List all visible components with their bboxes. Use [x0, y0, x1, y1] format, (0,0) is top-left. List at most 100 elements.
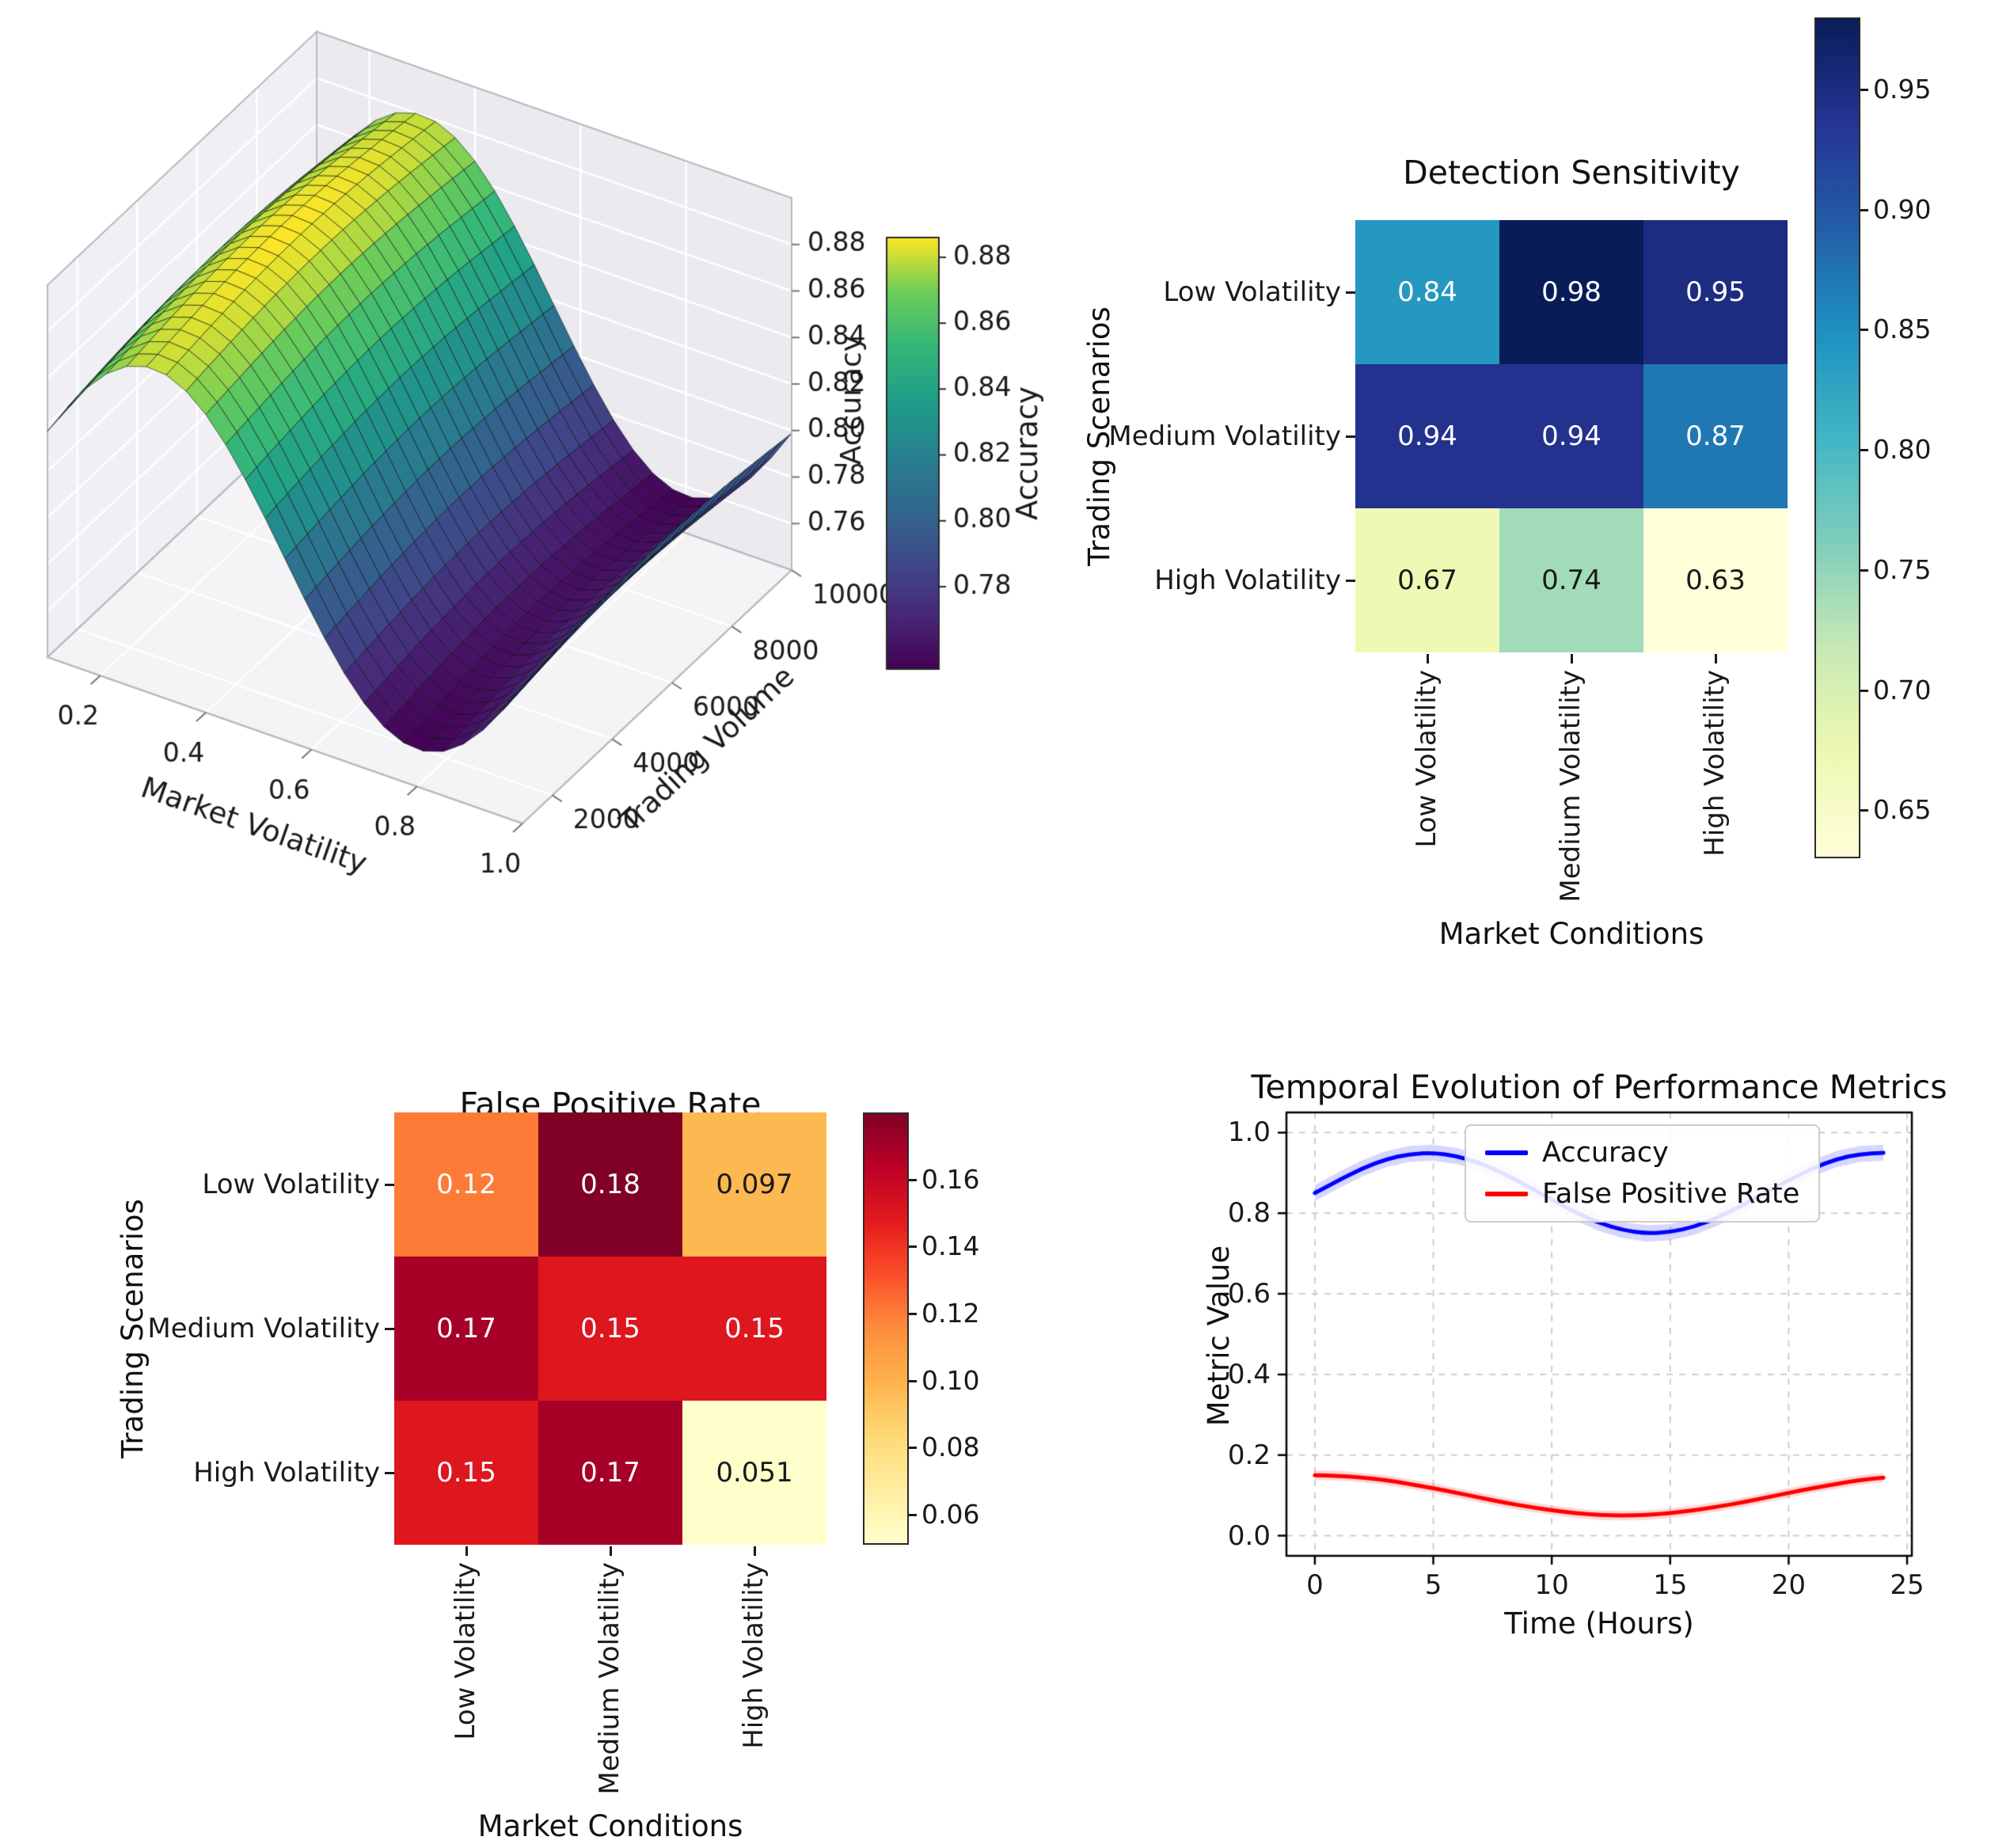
colorbar-tick-label: 0.90	[1873, 193, 1932, 225]
y-tick-mark	[385, 1472, 394, 1474]
heatmap-cell: 0.95	[1643, 220, 1788, 364]
y-tick-label: 0.6	[1227, 1278, 1271, 1310]
heatmap-cell: 0.18	[538, 1112, 682, 1257]
colorbar-tick-label: 0.14	[921, 1230, 980, 1262]
colorbar-tick-label: 0.65	[1873, 794, 1932, 826]
column-label: Low Volatility	[450, 1562, 481, 1740]
y-axis-label: Metric Value	[1202, 1245, 1236, 1427]
x-tick-label: 0	[1306, 1569, 1324, 1601]
row-label: Low Volatility	[202, 1169, 380, 1200]
colorbar-tick-label: 0.10	[921, 1364, 980, 1396]
y-tick-label: 1.0	[1227, 1116, 1271, 1149]
row-label: High Volatility	[193, 1457, 380, 1489]
colorbar-tick-mark	[909, 1245, 917, 1249]
false-positive-rate-panel: False Positive Rate Trading Scenarios Ma…	[0, 924, 995, 1848]
heatmap-cell: 0.94	[1355, 364, 1499, 508]
chart-title: Detection Sensitivity	[1403, 154, 1740, 192]
x-tick-label: 15	[1653, 1569, 1688, 1601]
surface-3d-canvas	[0, 0, 1061, 982]
y-tick-label: 0.0	[1227, 1519, 1271, 1552]
colorbar-tick-label: 0.70	[1873, 674, 1932, 705]
accuracy-surface-panel	[0, 0, 1061, 982]
x-tick-mark	[610, 1546, 612, 1556]
column-label: Medium Volatility	[1555, 670, 1586, 903]
x-tick-mark	[1715, 654, 1717, 664]
y-tick-mark	[1346, 580, 1355, 582]
colorbar-tick-mark	[1860, 89, 1868, 92]
colorbar-tick-label: 0.12	[921, 1297, 980, 1329]
colorbar-tick-label: 0.08	[921, 1432, 980, 1463]
x-tick-mark	[465, 1546, 468, 1556]
x-tick-label: 10	[1534, 1569, 1569, 1601]
colorbar-tick-mark	[1860, 329, 1868, 332]
x-axis-label: Market Conditions	[1438, 917, 1704, 951]
column-label: High Volatility	[738, 1562, 769, 1749]
y-tick-mark	[1346, 291, 1355, 294]
heatmap-cell: 0.17	[394, 1257, 538, 1401]
column-label: High Volatility	[1699, 670, 1731, 857]
row-label: High Volatility	[1154, 565, 1341, 596]
colorbar-tick-label: 0.75	[1873, 553, 1932, 585]
heatmap-cell: 0.87	[1643, 364, 1788, 508]
legend-line-swatch	[1485, 1192, 1528, 1196]
colorbar-tick-label: 0.95	[1873, 74, 1932, 105]
chart-title: Temporal Evolution of Performance Metric…	[1251, 1068, 1947, 1106]
colorbar-tick-mark	[1860, 568, 1868, 572]
colorbar	[1814, 17, 1860, 858]
x-tick-mark	[1571, 654, 1573, 664]
heatmap-cell: 0.051	[682, 1401, 826, 1545]
colorbar-tick-mark	[909, 1379, 917, 1382]
column-label: Low Volatility	[1411, 670, 1442, 848]
row-label: Low Volatility	[1163, 276, 1341, 308]
heatmap-cell: 0.74	[1499, 508, 1643, 652]
column-label: Medium Volatility	[594, 1562, 625, 1795]
x-tick-mark	[1427, 654, 1429, 664]
heatmap-cell: 0.097	[682, 1112, 826, 1257]
y-tick-label: 0.8	[1227, 1197, 1271, 1230]
colorbar-tick-mark	[909, 1178, 917, 1181]
y-tick-label: 0.4	[1227, 1358, 1271, 1390]
heatmap-cell: 0.94	[1499, 364, 1643, 508]
colorbar-tick-mark	[1860, 809, 1868, 812]
y-axis-label: Trading Scenarios	[116, 1199, 150, 1458]
colorbar	[863, 1112, 909, 1545]
x-tick-label: 20	[1771, 1569, 1807, 1601]
heatmap-cell: 0.12	[394, 1112, 538, 1257]
colorbar-tick-label: 0.06	[921, 1498, 980, 1530]
y-tick-label: 0.2	[1227, 1439, 1271, 1471]
colorbar-tick-mark	[909, 1513, 917, 1516]
heatmap-cell: 0.63	[1643, 508, 1788, 652]
colorbar-tick-mark	[1860, 449, 1868, 452]
x-tick-label: 5	[1424, 1569, 1442, 1601]
heatmap-cell: 0.15	[538, 1257, 682, 1401]
colorbar-tick-mark	[909, 1312, 917, 1315]
colorbar-tick-mark	[909, 1447, 917, 1450]
colorbar-tick-mark	[1860, 689, 1868, 692]
x-tick-mark	[754, 1546, 756, 1556]
colorbar-tick-label: 0.80	[1873, 434, 1932, 466]
y-tick-mark	[385, 1328, 394, 1330]
legend-entry: Accuracy	[1485, 1137, 1799, 1169]
x-axis-label: Time (Hours)	[1504, 1607, 1694, 1641]
row-label: Medium Volatility	[1108, 420, 1341, 452]
y-tick-mark	[1346, 435, 1355, 438]
legend-label: False Positive Rate	[1542, 1178, 1800, 1210]
x-axis-label: Market Conditions	[477, 1809, 743, 1843]
colorbar-tick-label: 0.16	[921, 1163, 980, 1195]
x-tick-label: 25	[1890, 1569, 1925, 1601]
heatmap-cell: 0.15	[682, 1257, 826, 1401]
legend-line-swatch	[1485, 1150, 1528, 1155]
heatmap-cell: 0.67	[1355, 508, 1499, 652]
heatmap-cell: 0.84	[1355, 220, 1499, 364]
colorbar-tick-mark	[1860, 208, 1868, 211]
legend-label: Accuracy	[1542, 1137, 1669, 1169]
heatmap-cell: 0.15	[394, 1401, 538, 1545]
heatmap-cell: 0.17	[538, 1401, 682, 1545]
temporal-metrics-panel: Temporal Evolution of Performance Metric…	[1013, 1049, 1991, 1848]
row-label: Medium Volatility	[147, 1313, 380, 1344]
colorbar-tick-label: 0.85	[1873, 314, 1932, 345]
legend: Accuracy False Positive Rate	[1465, 1124, 1821, 1222]
heatmap-cell: 0.98	[1499, 220, 1643, 364]
legend-entry: False Positive Rate	[1485, 1178, 1799, 1210]
detection-sensitivity-panel: Detection Sensitivity Trading Scenarios …	[995, 0, 1991, 982]
